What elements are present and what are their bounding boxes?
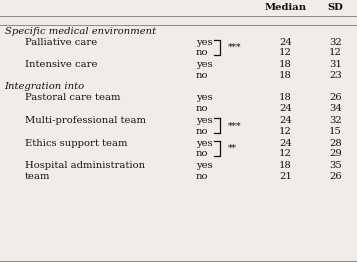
Text: 12: 12 bbox=[279, 127, 292, 135]
Text: ***: *** bbox=[228, 43, 241, 52]
Text: 12: 12 bbox=[279, 48, 292, 57]
Text: 26: 26 bbox=[329, 94, 342, 102]
Text: 18: 18 bbox=[279, 94, 292, 102]
Text: yes: yes bbox=[196, 38, 212, 47]
Text: 24: 24 bbox=[279, 116, 292, 125]
Text: ***: *** bbox=[228, 121, 241, 130]
Text: 12: 12 bbox=[329, 48, 342, 57]
Text: 18: 18 bbox=[279, 161, 292, 170]
Text: 15: 15 bbox=[329, 127, 342, 135]
Text: 18: 18 bbox=[279, 71, 292, 80]
Text: 29: 29 bbox=[329, 149, 342, 158]
Text: 12: 12 bbox=[279, 149, 292, 158]
Text: yes: yes bbox=[196, 94, 212, 102]
Text: SD: SD bbox=[328, 3, 343, 12]
Text: no: no bbox=[196, 149, 208, 158]
Text: **: ** bbox=[228, 144, 237, 153]
Text: Multi-professional team: Multi-professional team bbox=[25, 116, 146, 125]
Text: Hospital administration: Hospital administration bbox=[25, 161, 145, 170]
Text: 24: 24 bbox=[279, 139, 292, 148]
Text: yes: yes bbox=[196, 116, 212, 125]
Text: 24: 24 bbox=[279, 38, 292, 47]
Text: no: no bbox=[196, 48, 208, 57]
Text: Intensive care: Intensive care bbox=[25, 61, 97, 69]
Text: Ethics support team: Ethics support team bbox=[25, 139, 127, 148]
Text: yes: yes bbox=[196, 139, 212, 148]
Text: yes: yes bbox=[196, 161, 212, 170]
Text: 28: 28 bbox=[329, 139, 342, 148]
Text: no: no bbox=[196, 172, 208, 181]
Text: Median: Median bbox=[265, 3, 307, 12]
Text: 24: 24 bbox=[279, 104, 292, 113]
Text: 31: 31 bbox=[329, 61, 342, 69]
Text: Specific medical environment: Specific medical environment bbox=[5, 27, 156, 36]
Text: 18: 18 bbox=[279, 61, 292, 69]
Text: 21: 21 bbox=[279, 172, 292, 181]
Text: 23: 23 bbox=[329, 71, 342, 80]
Text: Pastoral care team: Pastoral care team bbox=[25, 94, 121, 102]
Text: yes: yes bbox=[196, 61, 212, 69]
Text: team: team bbox=[25, 172, 50, 181]
Text: 34: 34 bbox=[329, 104, 342, 113]
Text: 35: 35 bbox=[329, 161, 342, 170]
Text: Integration into: Integration into bbox=[5, 83, 85, 91]
Text: no: no bbox=[196, 104, 208, 113]
Text: 32: 32 bbox=[329, 38, 342, 47]
Text: 26: 26 bbox=[329, 172, 342, 181]
Text: no: no bbox=[196, 127, 208, 135]
Text: 32: 32 bbox=[329, 116, 342, 125]
Text: no: no bbox=[196, 71, 208, 80]
Text: Palliative care: Palliative care bbox=[25, 38, 97, 47]
